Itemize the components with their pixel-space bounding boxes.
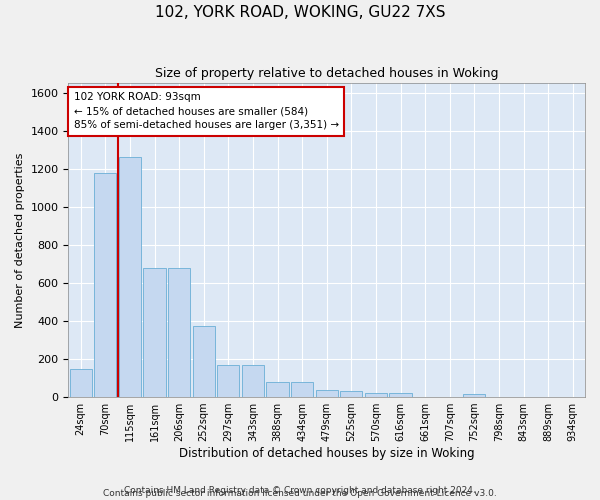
Bar: [266, 382, 289, 397]
Bar: [168, 268, 190, 397]
Bar: [463, 394, 485, 397]
Bar: [291, 382, 313, 397]
Y-axis label: Number of detached properties: Number of detached properties: [15, 152, 25, 328]
Bar: [94, 174, 116, 397]
Bar: [70, 368, 92, 397]
Text: Contains public sector information licensed under the Open Government Licence v3: Contains public sector information licen…: [103, 488, 497, 498]
Bar: [365, 394, 387, 397]
Bar: [143, 268, 166, 397]
Bar: [340, 392, 362, 397]
Bar: [217, 364, 239, 397]
Text: 102 YORK ROAD: 93sqm
← 15% of detached houses are smaller (584)
85% of semi-deta: 102 YORK ROAD: 93sqm ← 15% of detached h…: [74, 92, 338, 130]
Bar: [193, 326, 215, 397]
Bar: [389, 394, 412, 397]
Bar: [242, 364, 264, 397]
Text: 102, YORK ROAD, WOKING, GU22 7XS: 102, YORK ROAD, WOKING, GU22 7XS: [155, 5, 445, 20]
X-axis label: Distribution of detached houses by size in Woking: Distribution of detached houses by size …: [179, 447, 475, 460]
Text: Contains HM Land Registry data © Crown copyright and database right 2024.: Contains HM Land Registry data © Crown c…: [124, 486, 476, 495]
Bar: [316, 390, 338, 397]
Bar: [119, 158, 141, 397]
Title: Size of property relative to detached houses in Woking: Size of property relative to detached ho…: [155, 68, 499, 80]
